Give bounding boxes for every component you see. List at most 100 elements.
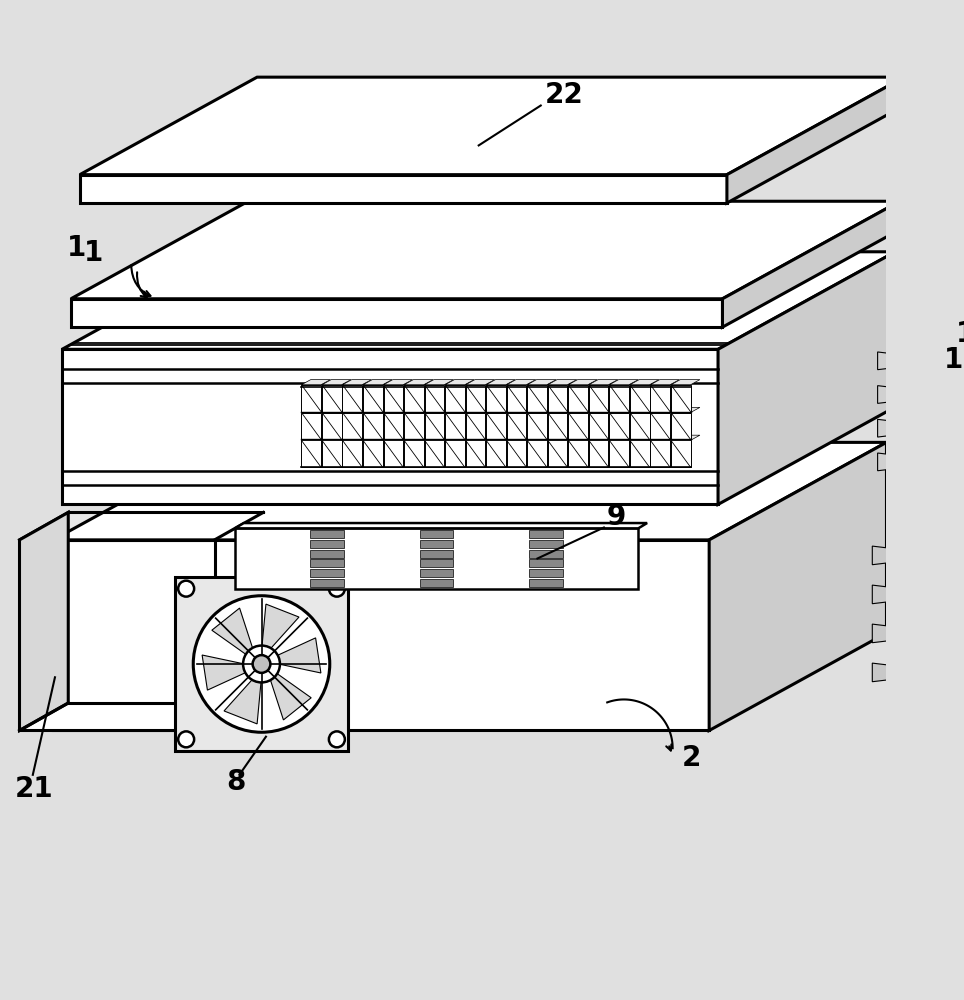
- Polygon shape: [445, 407, 474, 413]
- Polygon shape: [568, 407, 598, 413]
- Polygon shape: [424, 380, 453, 385]
- Polygon shape: [302, 385, 321, 412]
- Polygon shape: [486, 413, 506, 439]
- Polygon shape: [322, 413, 341, 439]
- Polygon shape: [302, 435, 331, 440]
- Polygon shape: [651, 385, 670, 412]
- Polygon shape: [507, 407, 536, 413]
- Polygon shape: [527, 407, 556, 413]
- Polygon shape: [80, 77, 904, 175]
- Polygon shape: [62, 349, 718, 504]
- Polygon shape: [589, 380, 618, 385]
- Polygon shape: [262, 604, 299, 649]
- Polygon shape: [877, 419, 899, 437]
- Polygon shape: [529, 530, 563, 538]
- Polygon shape: [609, 435, 638, 440]
- Polygon shape: [235, 528, 638, 589]
- Polygon shape: [609, 407, 638, 413]
- Polygon shape: [671, 440, 690, 467]
- Text: 1: 1: [84, 239, 103, 267]
- Polygon shape: [718, 252, 896, 504]
- Polygon shape: [466, 385, 485, 412]
- Polygon shape: [651, 407, 680, 413]
- Polygon shape: [507, 380, 536, 385]
- Polygon shape: [71, 201, 899, 299]
- Polygon shape: [589, 413, 608, 439]
- Polygon shape: [342, 380, 371, 385]
- Polygon shape: [322, 380, 351, 385]
- Polygon shape: [424, 407, 453, 413]
- Text: 2: 2: [682, 744, 701, 772]
- Polygon shape: [527, 385, 547, 412]
- Polygon shape: [310, 569, 344, 577]
- Polygon shape: [404, 435, 433, 440]
- Polygon shape: [466, 413, 485, 439]
- Polygon shape: [384, 440, 403, 467]
- Polygon shape: [363, 385, 383, 412]
- Polygon shape: [872, 585, 895, 604]
- Polygon shape: [877, 352, 899, 370]
- Polygon shape: [527, 413, 547, 439]
- Polygon shape: [671, 380, 700, 385]
- Polygon shape: [80, 175, 727, 203]
- Polygon shape: [486, 380, 515, 385]
- Polygon shape: [310, 550, 344, 558]
- Polygon shape: [212, 608, 253, 655]
- Text: 21: 21: [15, 775, 54, 803]
- Polygon shape: [548, 380, 576, 385]
- Polygon shape: [486, 385, 506, 412]
- Polygon shape: [568, 380, 598, 385]
- Polygon shape: [568, 440, 588, 467]
- Polygon shape: [19, 540, 215, 730]
- Polygon shape: [322, 385, 341, 412]
- Polygon shape: [384, 380, 413, 385]
- Polygon shape: [419, 530, 453, 538]
- Polygon shape: [342, 385, 362, 412]
- Polygon shape: [568, 435, 598, 440]
- Polygon shape: [507, 435, 536, 440]
- Polygon shape: [872, 546, 895, 565]
- Circle shape: [178, 581, 194, 597]
- Polygon shape: [877, 386, 899, 403]
- Polygon shape: [507, 413, 526, 439]
- Polygon shape: [629, 385, 650, 412]
- Polygon shape: [363, 440, 383, 467]
- Polygon shape: [671, 407, 700, 413]
- Polygon shape: [466, 380, 495, 385]
- Polygon shape: [445, 440, 465, 467]
- Polygon shape: [419, 550, 453, 558]
- Polygon shape: [224, 679, 261, 724]
- Polygon shape: [384, 385, 403, 412]
- Text: 22: 22: [546, 81, 584, 109]
- Polygon shape: [424, 413, 444, 439]
- Polygon shape: [589, 385, 608, 412]
- Polygon shape: [529, 559, 563, 567]
- Circle shape: [178, 731, 194, 747]
- Polygon shape: [424, 440, 444, 467]
- Polygon shape: [202, 655, 247, 690]
- Polygon shape: [629, 440, 650, 467]
- Polygon shape: [568, 413, 588, 439]
- Polygon shape: [629, 407, 658, 413]
- Polygon shape: [527, 435, 556, 440]
- Polygon shape: [529, 550, 563, 558]
- Polygon shape: [529, 579, 563, 587]
- Polygon shape: [507, 385, 526, 412]
- Polygon shape: [629, 380, 658, 385]
- Polygon shape: [363, 435, 392, 440]
- Polygon shape: [589, 435, 618, 440]
- Polygon shape: [174, 577, 348, 751]
- Polygon shape: [363, 380, 392, 385]
- Polygon shape: [877, 453, 899, 471]
- Polygon shape: [529, 569, 563, 577]
- Polygon shape: [424, 435, 453, 440]
- Polygon shape: [302, 440, 321, 467]
- Polygon shape: [445, 435, 474, 440]
- Text: 1: 1: [944, 346, 963, 374]
- Polygon shape: [671, 385, 690, 412]
- Polygon shape: [419, 579, 453, 587]
- Polygon shape: [62, 252, 896, 349]
- Polygon shape: [548, 385, 568, 412]
- Polygon shape: [671, 435, 700, 440]
- Polygon shape: [322, 435, 351, 440]
